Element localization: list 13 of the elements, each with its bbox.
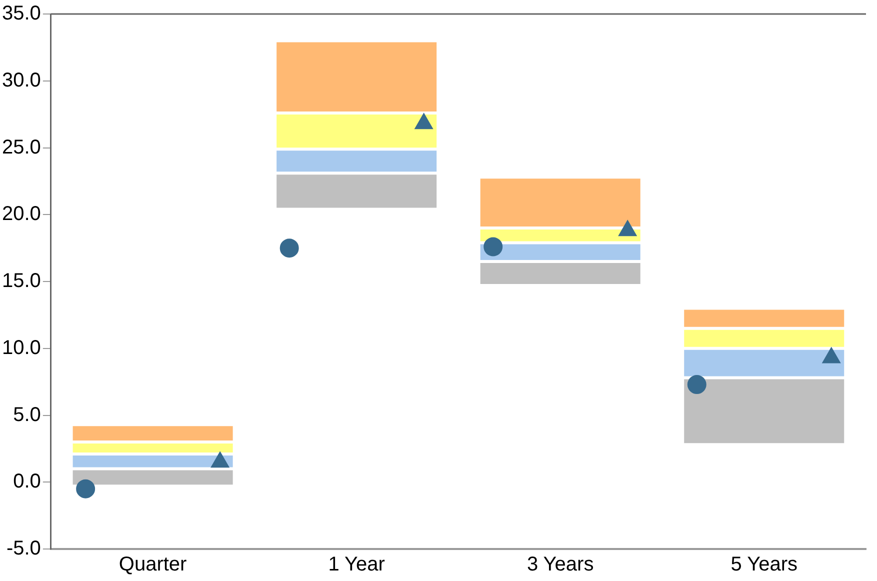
x-tick-label: 3 Years: [526, 554, 594, 576]
y-tick-label: 20.0: [2, 203, 41, 226]
y-tick-label: 0.0: [13, 470, 41, 493]
y-tick-label: -5.0: [6, 538, 41, 560]
y-tick-label: 15.0: [2, 270, 41, 292]
x-tick-label: 5 Years: [730, 554, 798, 576]
y-tick-label: 30.0: [2, 69, 41, 92]
x-tick-label: Quarter: [118, 554, 188, 576]
y-tick-label: 5.0: [13, 404, 41, 426]
y-tick-label: 35.0: [2, 2, 41, 25]
x-tick-label: 1 Year: [328, 554, 386, 576]
y-tick-label: 25.0: [2, 136, 41, 158]
y-tick-label: 10.0: [2, 336, 41, 359]
